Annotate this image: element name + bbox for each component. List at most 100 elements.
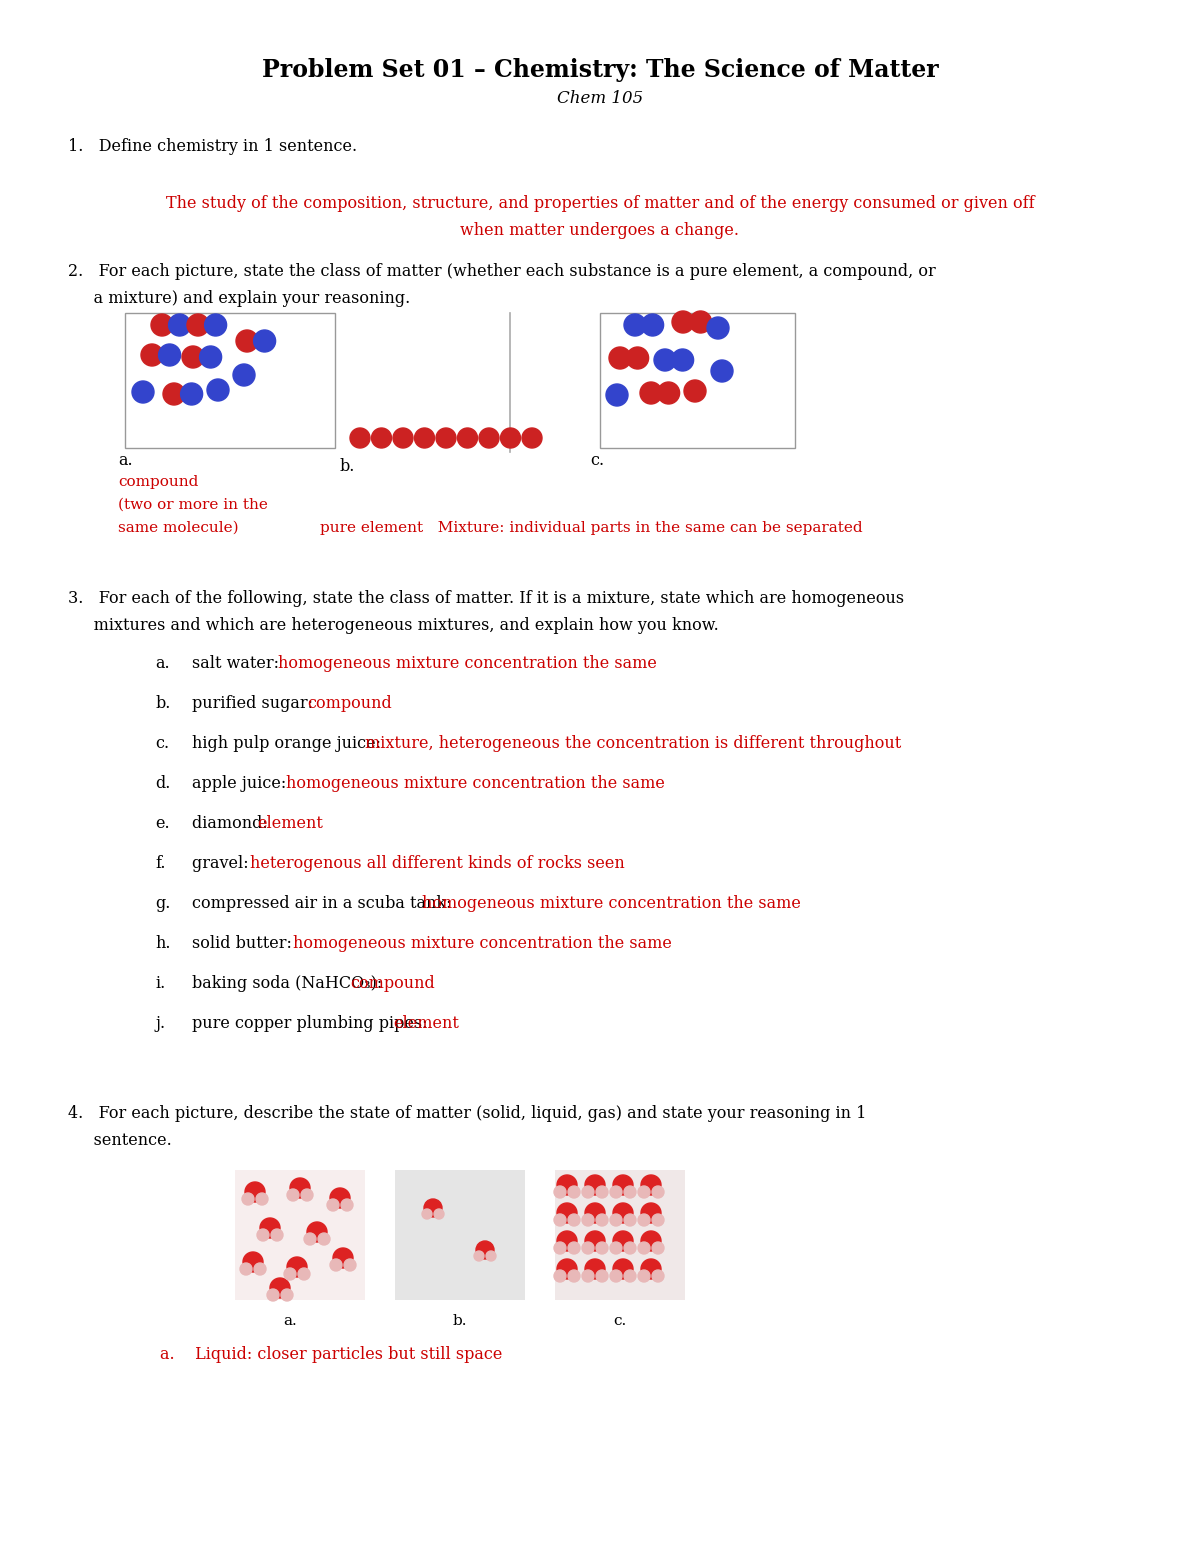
Circle shape bbox=[436, 429, 456, 447]
Text: 4.   For each picture, describe the state of matter (solid, liquid, gas) and sta: 4. For each picture, describe the state … bbox=[68, 1106, 866, 1121]
Text: a.: a. bbox=[283, 1314, 296, 1328]
Circle shape bbox=[586, 1232, 605, 1252]
Text: a.: a. bbox=[118, 452, 133, 469]
Circle shape bbox=[554, 1186, 566, 1197]
Text: element: element bbox=[257, 815, 323, 832]
Circle shape bbox=[318, 1233, 330, 1246]
Circle shape bbox=[182, 346, 204, 368]
Circle shape bbox=[596, 1214, 608, 1225]
Circle shape bbox=[624, 1186, 636, 1197]
Text: when matter undergoes a change.: when matter undergoes a change. bbox=[461, 222, 739, 239]
Circle shape bbox=[596, 1242, 608, 1253]
Text: homogeneous mixture concentration the same: homogeneous mixture concentration the sa… bbox=[278, 655, 658, 672]
Circle shape bbox=[582, 1186, 594, 1197]
Circle shape bbox=[626, 346, 649, 370]
Circle shape bbox=[557, 1232, 577, 1252]
Circle shape bbox=[479, 429, 499, 447]
Circle shape bbox=[132, 380, 154, 402]
Circle shape bbox=[422, 1208, 432, 1219]
Circle shape bbox=[641, 1232, 661, 1252]
Circle shape bbox=[624, 1242, 636, 1253]
Circle shape bbox=[500, 429, 521, 447]
Circle shape bbox=[672, 349, 694, 371]
Text: purified sugar:: purified sugar: bbox=[192, 696, 318, 711]
Text: 3.   For each of the following, state the class of matter. If it is a mixture, s: 3. For each of the following, state the … bbox=[68, 590, 904, 607]
Circle shape bbox=[233, 363, 256, 387]
Text: pure element   Mixture: individual parts in the same can be separated: pure element Mixture: individual parts i… bbox=[320, 520, 863, 534]
Text: (two or more in the: (two or more in the bbox=[118, 499, 268, 512]
Text: high pulp orange juice:: high pulp orange juice: bbox=[192, 735, 386, 752]
Text: pure copper plumbing pipes:: pure copper plumbing pipes: bbox=[192, 1016, 433, 1033]
Circle shape bbox=[281, 1289, 293, 1301]
Circle shape bbox=[613, 1259, 634, 1280]
Circle shape bbox=[596, 1186, 608, 1197]
Circle shape bbox=[610, 346, 631, 370]
Circle shape bbox=[372, 429, 391, 447]
Circle shape bbox=[142, 345, 163, 367]
Circle shape bbox=[610, 1242, 622, 1253]
Circle shape bbox=[270, 1278, 290, 1298]
Circle shape bbox=[168, 314, 191, 335]
Text: The study of the composition, structure, and properties of matter and of the ene: The study of the composition, structure,… bbox=[166, 196, 1034, 213]
Text: g.: g. bbox=[155, 895, 170, 912]
Text: homogeneous mixture concentration the same: homogeneous mixture concentration the sa… bbox=[286, 775, 665, 792]
Circle shape bbox=[256, 1193, 268, 1205]
Circle shape bbox=[151, 314, 173, 335]
Circle shape bbox=[610, 1270, 622, 1281]
Circle shape bbox=[586, 1176, 605, 1194]
Text: compressed air in a scuba tank:: compressed air in a scuba tank: bbox=[192, 895, 457, 912]
Circle shape bbox=[394, 429, 413, 447]
Circle shape bbox=[330, 1259, 342, 1270]
Text: diamond:: diamond: bbox=[192, 815, 272, 832]
Circle shape bbox=[642, 314, 664, 335]
Text: 2.   For each picture, state the class of matter (whether each substance is a pu: 2. For each picture, state the class of … bbox=[68, 262, 936, 280]
Circle shape bbox=[180, 384, 203, 405]
Circle shape bbox=[163, 384, 185, 405]
Text: f.: f. bbox=[155, 856, 166, 871]
Circle shape bbox=[586, 1204, 605, 1224]
Text: homogeneous mixture concentration the same: homogeneous mixture concentration the sa… bbox=[293, 935, 672, 952]
Circle shape bbox=[434, 1208, 444, 1219]
Circle shape bbox=[242, 1252, 263, 1272]
Circle shape bbox=[554, 1270, 566, 1281]
Circle shape bbox=[476, 1241, 494, 1259]
Text: compound: compound bbox=[118, 475, 198, 489]
Circle shape bbox=[341, 1199, 353, 1211]
Circle shape bbox=[307, 1222, 326, 1242]
Circle shape bbox=[684, 380, 706, 402]
Circle shape bbox=[568, 1270, 580, 1281]
Circle shape bbox=[568, 1186, 580, 1197]
Circle shape bbox=[624, 314, 646, 335]
Text: h.: h. bbox=[155, 935, 170, 952]
Circle shape bbox=[245, 1182, 265, 1202]
Text: salt water:: salt water: bbox=[192, 655, 284, 672]
Circle shape bbox=[613, 1204, 634, 1224]
Circle shape bbox=[554, 1242, 566, 1253]
Circle shape bbox=[334, 1249, 353, 1267]
Bar bbox=[235, 1169, 365, 1300]
Text: Chem 105: Chem 105 bbox=[557, 90, 643, 107]
Circle shape bbox=[290, 1179, 310, 1197]
Circle shape bbox=[582, 1270, 594, 1281]
Circle shape bbox=[613, 1176, 634, 1194]
Text: same molecule): same molecule) bbox=[118, 520, 239, 534]
Circle shape bbox=[208, 379, 229, 401]
Circle shape bbox=[641, 1259, 661, 1280]
Circle shape bbox=[652, 1186, 664, 1197]
Text: Problem Set 01 – Chemistry: The Science of Matter: Problem Set 01 – Chemistry: The Science … bbox=[262, 57, 938, 82]
Text: b.: b. bbox=[340, 458, 355, 475]
Circle shape bbox=[350, 429, 370, 447]
Circle shape bbox=[641, 1176, 661, 1194]
Circle shape bbox=[158, 345, 180, 367]
Text: baking soda (NaHCO₃):: baking soda (NaHCO₃): bbox=[192, 975, 388, 992]
Text: sentence.: sentence. bbox=[68, 1132, 172, 1149]
Circle shape bbox=[522, 429, 542, 447]
Text: mixture, heterogeneous the concentration is different throughout: mixture, heterogeneous the concentration… bbox=[365, 735, 901, 752]
Circle shape bbox=[613, 1232, 634, 1252]
Text: c.: c. bbox=[155, 735, 169, 752]
Text: i.: i. bbox=[155, 975, 166, 992]
Circle shape bbox=[260, 1218, 280, 1238]
Text: 1.   Define chemistry in 1 sentence.: 1. Define chemistry in 1 sentence. bbox=[68, 138, 358, 155]
Circle shape bbox=[568, 1242, 580, 1253]
Circle shape bbox=[557, 1259, 577, 1280]
